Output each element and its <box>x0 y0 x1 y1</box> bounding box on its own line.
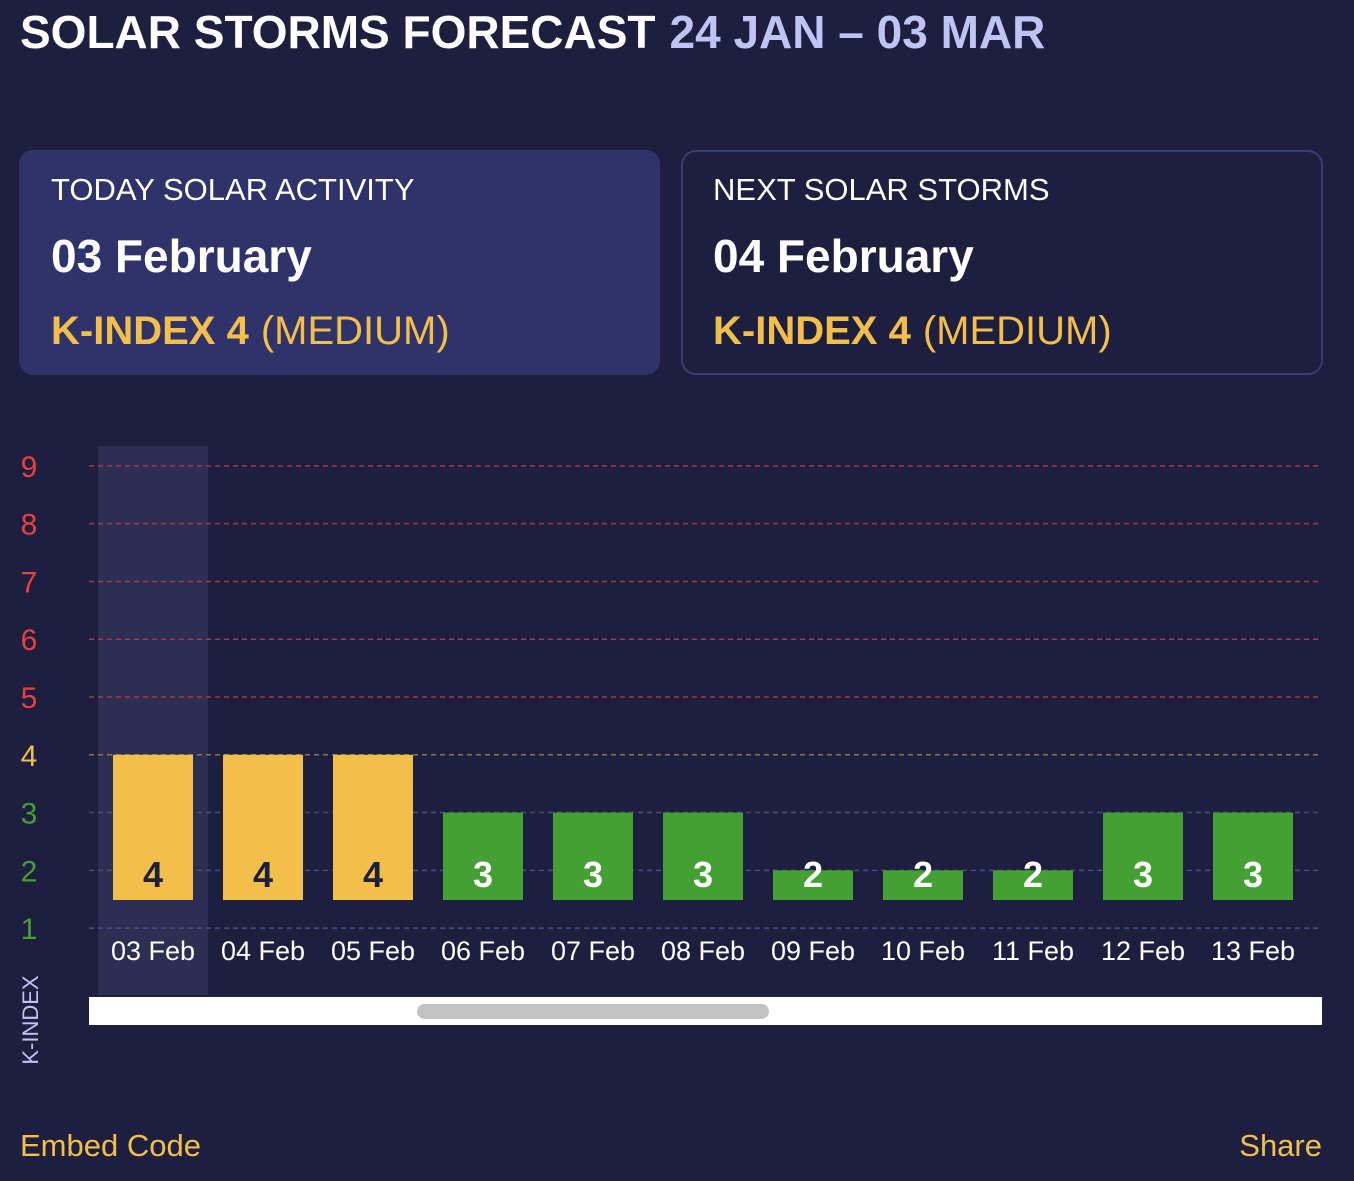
y-tick-label: 7 <box>21 566 38 599</box>
bar-value-label: 3 <box>583 854 603 895</box>
bar-value-label: 3 <box>1243 854 1263 895</box>
card-level: (MEDIUM) <box>923 309 1112 353</box>
x-tick-label: 06 Feb <box>441 936 525 966</box>
bar <box>1213 812 1293 900</box>
x-tick-label: 12 Feb <box>1101 936 1185 966</box>
bar-value-label: 4 <box>253 854 273 895</box>
card-index: K-INDEX 4 (MEDIUM) <box>51 309 450 353</box>
card-k-index: K-INDEX 4 <box>51 309 250 353</box>
y-tick-label: 9 <box>21 451 38 484</box>
bar-value-label: 2 <box>1023 854 1043 895</box>
title: SOLAR STORMS FORECAST 24 JAN – 03 MAR <box>20 6 1045 58</box>
next-card <box>681 150 1323 375</box>
bar-value-label: 4 <box>363 854 383 895</box>
x-tick-label: 03 Feb <box>111 936 195 966</box>
x-tick-label: 04 Feb <box>221 936 305 966</box>
card-index: K-INDEX 4 (MEDIUM) <box>713 309 1112 353</box>
x-tick-label: 08 Feb <box>661 936 745 966</box>
card-date: 04 February <box>713 230 974 282</box>
bar <box>1103 812 1183 900</box>
y-axis-label: K-INDEX <box>18 975 43 1065</box>
title-main: SOLAR STORMS FORECAST <box>20 6 656 58</box>
card-level: (MEDIUM) <box>261 309 450 353</box>
bar <box>883 870 963 900</box>
chart: 1 2 3 4 5 6 7 8 9 4 03 Feb 4 04 Feb 4 05 Feb 3 06 Feb 3 07… <box>21 446 1322 995</box>
bar <box>223 754 303 900</box>
y-tick-label: 2 <box>21 855 38 888</box>
x-tick-label: 11 Feb <box>992 936 1074 966</box>
card-label: NEXT SOLAR STORMS <box>713 172 1050 207</box>
x-tick-label: 09 Feb <box>771 936 855 966</box>
bar <box>553 812 633 900</box>
scrollbar-thumb[interactable] <box>417 1004 769 1019</box>
title-range: 24 JAN – 03 MAR <box>670 6 1046 58</box>
bar-value-label: 3 <box>1133 854 1153 895</box>
embed-code-link[interactable]: Embed Code <box>20 1128 201 1163</box>
y-tick-label: 6 <box>21 624 38 657</box>
bar <box>993 870 1073 900</box>
card-date: 03 February <box>51 230 312 282</box>
bar <box>333 754 413 900</box>
card-k-index: K-INDEX 4 <box>713 309 912 353</box>
x-tick-label: 13 Feb <box>1211 936 1295 966</box>
y-tick-label: 3 <box>21 798 38 831</box>
bar <box>113 754 193 900</box>
x-tick-label: 07 Feb <box>551 936 635 966</box>
today-card <box>19 150 660 375</box>
bar-value-label: 2 <box>913 854 933 895</box>
x-tick-label: 05 Feb <box>331 936 415 966</box>
bar-value-label: 2 <box>803 854 823 895</box>
bar-value-label: 4 <box>143 854 163 895</box>
bar <box>663 812 743 900</box>
today-highlight <box>98 446 208 995</box>
y-tick-label: 4 <box>21 740 38 773</box>
bar <box>773 870 853 900</box>
bar-value-label: 3 <box>693 854 713 895</box>
share-link[interactable]: Share <box>1239 1128 1322 1163</box>
bar-value-label: 3 <box>473 854 493 895</box>
bar <box>443 812 523 900</box>
y-tick-label: 5 <box>21 682 38 715</box>
x-tick-label: 10 Feb <box>881 936 965 966</box>
y-tick-label: 1 <box>21 913 38 946</box>
card-label: TODAY SOLAR ACTIVITY <box>51 172 415 207</box>
y-tick-label: 8 <box>21 509 38 542</box>
